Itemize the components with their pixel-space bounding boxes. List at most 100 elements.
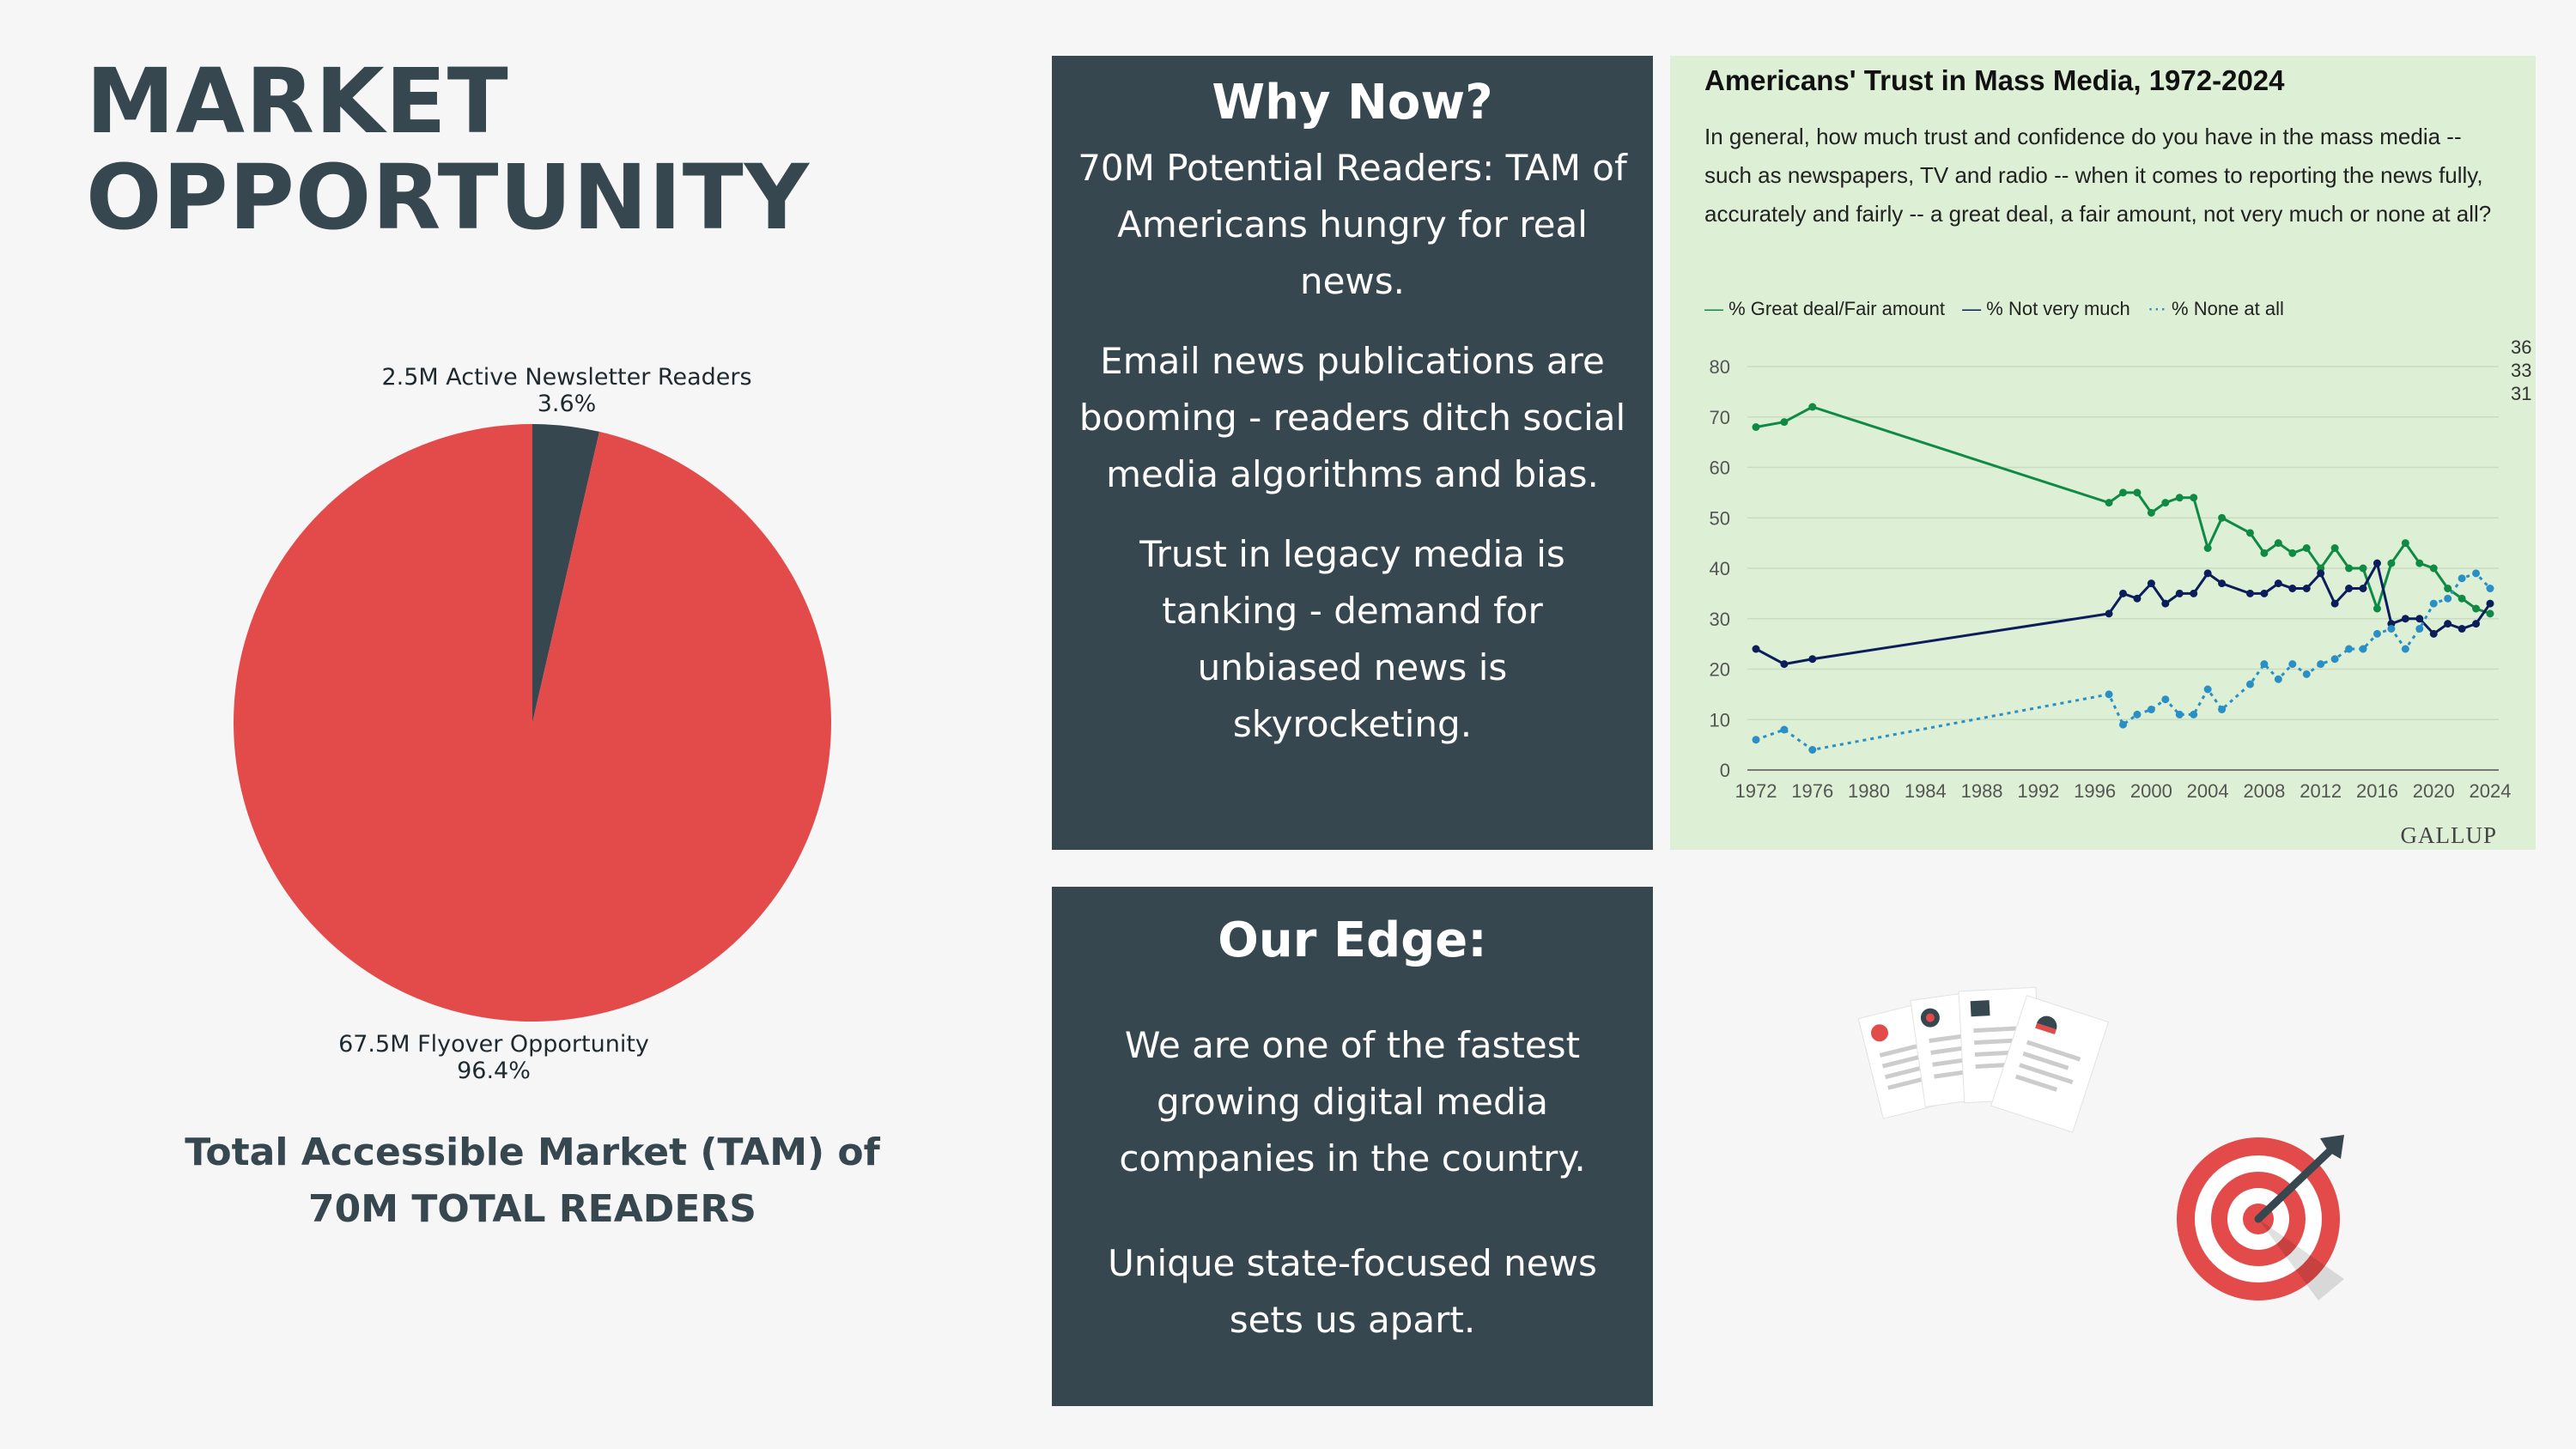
chart-tick-labels: 0 10 20 30 40 50 60 70 80 1972 1976 1980 1984 1988 199… xyxy=(1710,356,2512,802)
x-tick-label: 1980 xyxy=(1848,780,1890,802)
y-tick-label: 70 xyxy=(1710,407,1730,428)
data-point xyxy=(2330,655,2339,664)
chart-title: Americans' Trust in Mass Media, 1972-202… xyxy=(1704,64,2285,96)
data-point xyxy=(2245,680,2254,688)
data-point xyxy=(2288,660,2297,669)
data-point xyxy=(2161,695,2170,704)
our-edge-point-2: Unique state-focused news sets us apart. xyxy=(1108,1242,1597,1341)
data-point xyxy=(2429,629,2438,638)
data-point xyxy=(1752,423,1760,431)
chart-series xyxy=(1752,403,2494,754)
data-point xyxy=(2218,513,2227,522)
data-point xyxy=(2260,589,2269,597)
data-point xyxy=(2245,589,2254,597)
series-line xyxy=(1755,572,2492,752)
data-point xyxy=(2444,594,2452,603)
data-point xyxy=(2288,585,2297,592)
x-tick-label: 2024 xyxy=(2470,780,2512,802)
data-point xyxy=(2175,710,2184,718)
y-tick-label: 30 xyxy=(1710,609,1730,630)
pie-label-flyover-name: 67.5M Flyover Opportunity xyxy=(338,1031,649,1058)
data-point xyxy=(1752,645,1760,653)
x-tick-label: 2012 xyxy=(2300,780,2342,802)
news-documents-icon xyxy=(1857,986,2110,1133)
data-point xyxy=(2245,529,2254,537)
data-point xyxy=(2372,559,2381,567)
data-point xyxy=(2302,670,2311,678)
data-point xyxy=(1752,736,1760,744)
y-tick-label: 50 xyxy=(1710,507,1730,529)
data-point xyxy=(2161,599,2170,608)
data-point xyxy=(2359,645,2367,653)
data-point xyxy=(2274,675,2282,683)
gallup-brand: GALLUP xyxy=(2400,822,2497,848)
pie-label-active-readers: 2.5M Active Newsletter Readers 3.6% xyxy=(369,364,764,417)
data-point xyxy=(2203,685,2212,694)
data-point xyxy=(2260,660,2269,669)
end-label: 31 xyxy=(2511,383,2531,404)
data-point xyxy=(2401,615,2409,623)
data-point xyxy=(2105,690,2113,699)
pie-slice-flyover-opportunity xyxy=(233,424,831,1022)
our-edge-panel: Our Edge: We are one of the fastest grow… xyxy=(1052,887,1653,1406)
data-point xyxy=(2444,585,2452,592)
data-point xyxy=(2175,494,2184,502)
data-point xyxy=(2359,564,2367,573)
data-point xyxy=(2190,494,2198,502)
legend-label-none-at-all: % None at all xyxy=(2172,298,2284,319)
pie-label-flyover-percent: 96.4% xyxy=(457,1058,531,1084)
why-now-panel: Why Now? 70M Potential Readers: TAM of A… xyxy=(1052,56,1653,850)
data-point xyxy=(2260,549,2269,557)
data-point xyxy=(2274,579,2282,588)
data-point xyxy=(2401,645,2409,653)
pie-slice-active-readers xyxy=(532,424,600,723)
data-point xyxy=(2444,620,2452,628)
x-tick-label: 1988 xyxy=(1961,780,2003,802)
series-line xyxy=(1755,405,2491,615)
x-tick-label: 2004 xyxy=(2187,780,2229,802)
data-point xyxy=(2119,589,2127,597)
x-tick-label: 1972 xyxy=(1735,780,1777,802)
y-tick-label: 40 xyxy=(1710,558,1730,579)
chart-subtitle: In general, how much trust and confidenc… xyxy=(1704,124,2492,227)
data-point xyxy=(2458,625,2466,633)
title-line-1: MARKET xyxy=(86,49,509,154)
data-point xyxy=(2175,589,2184,597)
data-point xyxy=(2133,710,2142,718)
data-point xyxy=(2372,629,2381,638)
data-point xyxy=(2458,574,2466,583)
legend-item-not-very-much: — % Not very much xyxy=(1962,298,2130,319)
x-tick-label: 2008 xyxy=(2243,780,2285,802)
y-tick-label: 0 xyxy=(1720,760,1730,781)
data-point xyxy=(1808,655,1817,664)
data-point xyxy=(2429,564,2438,573)
data-point xyxy=(2472,604,2481,613)
data-point xyxy=(2203,569,2212,578)
data-point xyxy=(2203,544,2212,552)
data-point xyxy=(2317,660,2325,669)
data-point xyxy=(1808,746,1817,754)
end-label: 36 xyxy=(2511,336,2531,358)
series-line xyxy=(1755,560,2492,666)
data-point xyxy=(2105,499,2113,507)
x-tick-label: 2000 xyxy=(2130,780,2172,802)
x-tick-label: 2016 xyxy=(2356,780,2398,802)
why-now-point-3: Trust in legacy media is tanking - deman… xyxy=(1139,533,1565,745)
data-point xyxy=(2486,585,2494,592)
data-point xyxy=(1780,660,1789,669)
data-point xyxy=(1780,418,1789,427)
data-point xyxy=(2472,620,2481,628)
series-1 xyxy=(1752,559,2494,669)
data-point xyxy=(2345,564,2354,573)
y-tick-label: 60 xyxy=(1710,458,1730,479)
data-point xyxy=(2274,539,2282,548)
data-point xyxy=(2119,720,2127,729)
data-point xyxy=(2147,579,2155,588)
legend-label-great-deal: % Great deal/Fair amount xyxy=(1728,298,1946,319)
x-tick-label: 1992 xyxy=(2017,780,2059,802)
our-edge-point-1: We are one of the fastest growing digita… xyxy=(1119,1024,1586,1179)
data-point xyxy=(2486,599,2494,608)
data-point xyxy=(2288,549,2297,557)
y-tick-label: 80 xyxy=(1710,356,1730,378)
